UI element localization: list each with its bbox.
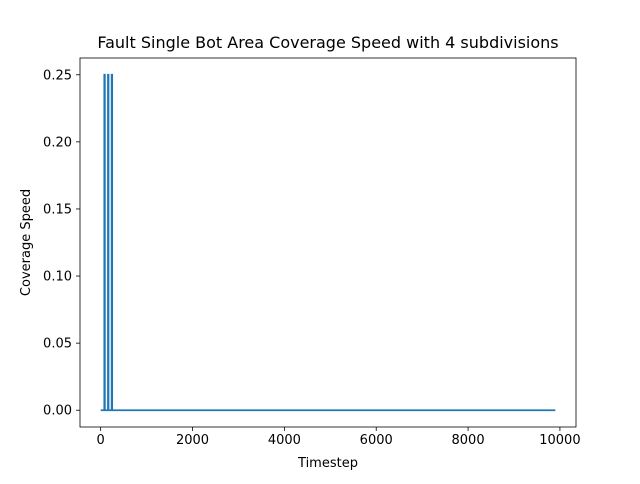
y-axis-ticks: 0.00 0.05 0.10 0.15 0.20 0.25 — [43, 68, 80, 419]
x-tick-label: 0 — [97, 433, 105, 448]
y-tick-label: 0.10 — [43, 270, 72, 285]
x-tick-label: 6000 — [360, 433, 393, 448]
x-axis-ticks: 0 2000 4000 6000 8000 10000 — [97, 427, 581, 448]
x-axis-label: Timestep — [297, 456, 358, 471]
y-tick-label: 0.15 — [43, 202, 72, 217]
y-axis-label: Coverage Speed — [19, 189, 34, 296]
y-tick-label: 0.20 — [43, 135, 72, 150]
x-tick-label: 8000 — [452, 433, 485, 448]
chart-title: Fault Single Bot Area Coverage Speed wit… — [97, 33, 558, 52]
x-tick-label: 2000 — [176, 433, 209, 448]
y-tick-label: 0.25 — [43, 68, 72, 83]
y-tick-label: 0.00 — [43, 404, 72, 419]
series-line — [100, 73, 556, 412]
x-tick-label: 10000 — [539, 433, 580, 448]
x-tick-label: 4000 — [268, 433, 301, 448]
plot-area — [100, 73, 556, 412]
plot-frame — [79, 57, 577, 428]
y-tick-label: 0.05 — [43, 337, 72, 352]
